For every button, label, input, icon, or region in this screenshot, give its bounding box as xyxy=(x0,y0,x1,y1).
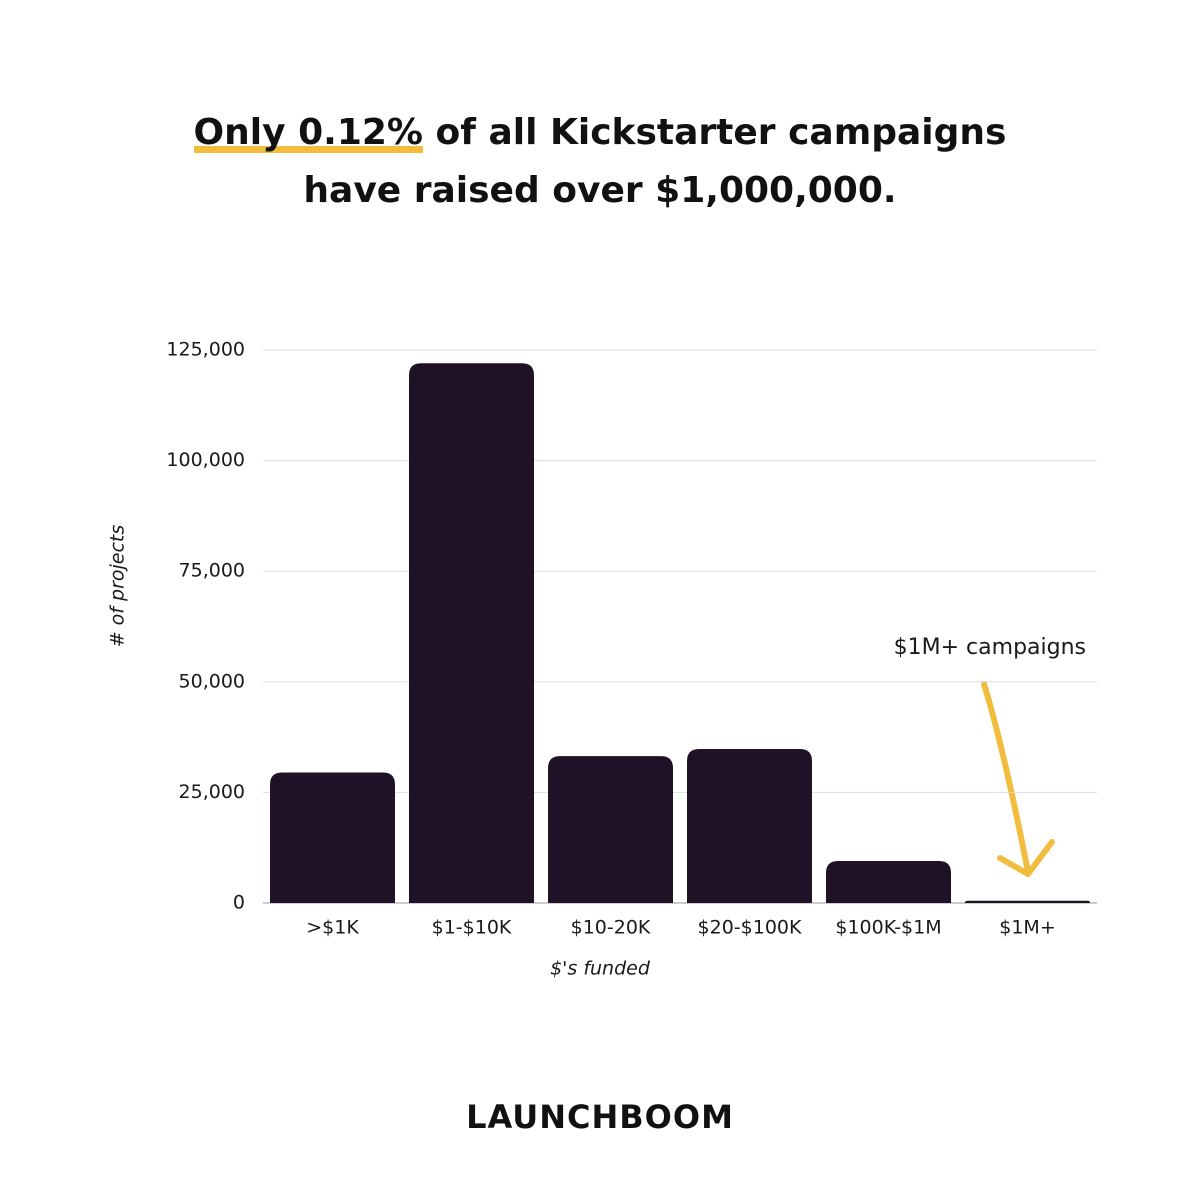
bar xyxy=(826,860,951,903)
annotation-arrow xyxy=(981,681,1031,875)
bar xyxy=(270,772,395,903)
annotation-arrowhead xyxy=(997,839,1055,877)
x-tick-label: $1-$10K xyxy=(432,917,512,939)
annotation: $1M+ campaigns xyxy=(894,635,1086,660)
x-tick-label: $10-20K xyxy=(571,917,651,939)
y-axis-label: # of projects xyxy=(107,525,129,648)
bar xyxy=(965,900,1090,903)
y-tick-label: 125,000 xyxy=(166,339,245,361)
title-line: have raised over $1,000,000. xyxy=(303,170,897,211)
title-text: of all Kickstarter campaigns xyxy=(435,112,1007,153)
x-tick-label: >$1K xyxy=(306,917,359,939)
y-tick-label: 100,000 xyxy=(166,449,245,471)
x-tick-label: $1M+ xyxy=(999,917,1056,939)
bar xyxy=(548,756,673,903)
x-tick-label: $20-$100K xyxy=(698,917,802,939)
y-tick-label: 25,000 xyxy=(179,781,245,803)
x-tick-label: $100K-$1M xyxy=(835,917,941,939)
x-axis-label: $'s funded xyxy=(550,958,651,980)
bar xyxy=(409,363,534,904)
title-line: Only 0.12% of all Kickstarter campaigns xyxy=(0,112,1200,153)
y-tick-label: 0 xyxy=(233,892,245,914)
brand-logo: LAUNCHBOOM xyxy=(466,1098,734,1136)
title-highlight: Only 0.12% xyxy=(193,112,423,153)
y-tick-label: 50,000 xyxy=(179,670,245,692)
bar xyxy=(687,749,812,903)
y-tick-label: 75,000 xyxy=(179,560,245,582)
